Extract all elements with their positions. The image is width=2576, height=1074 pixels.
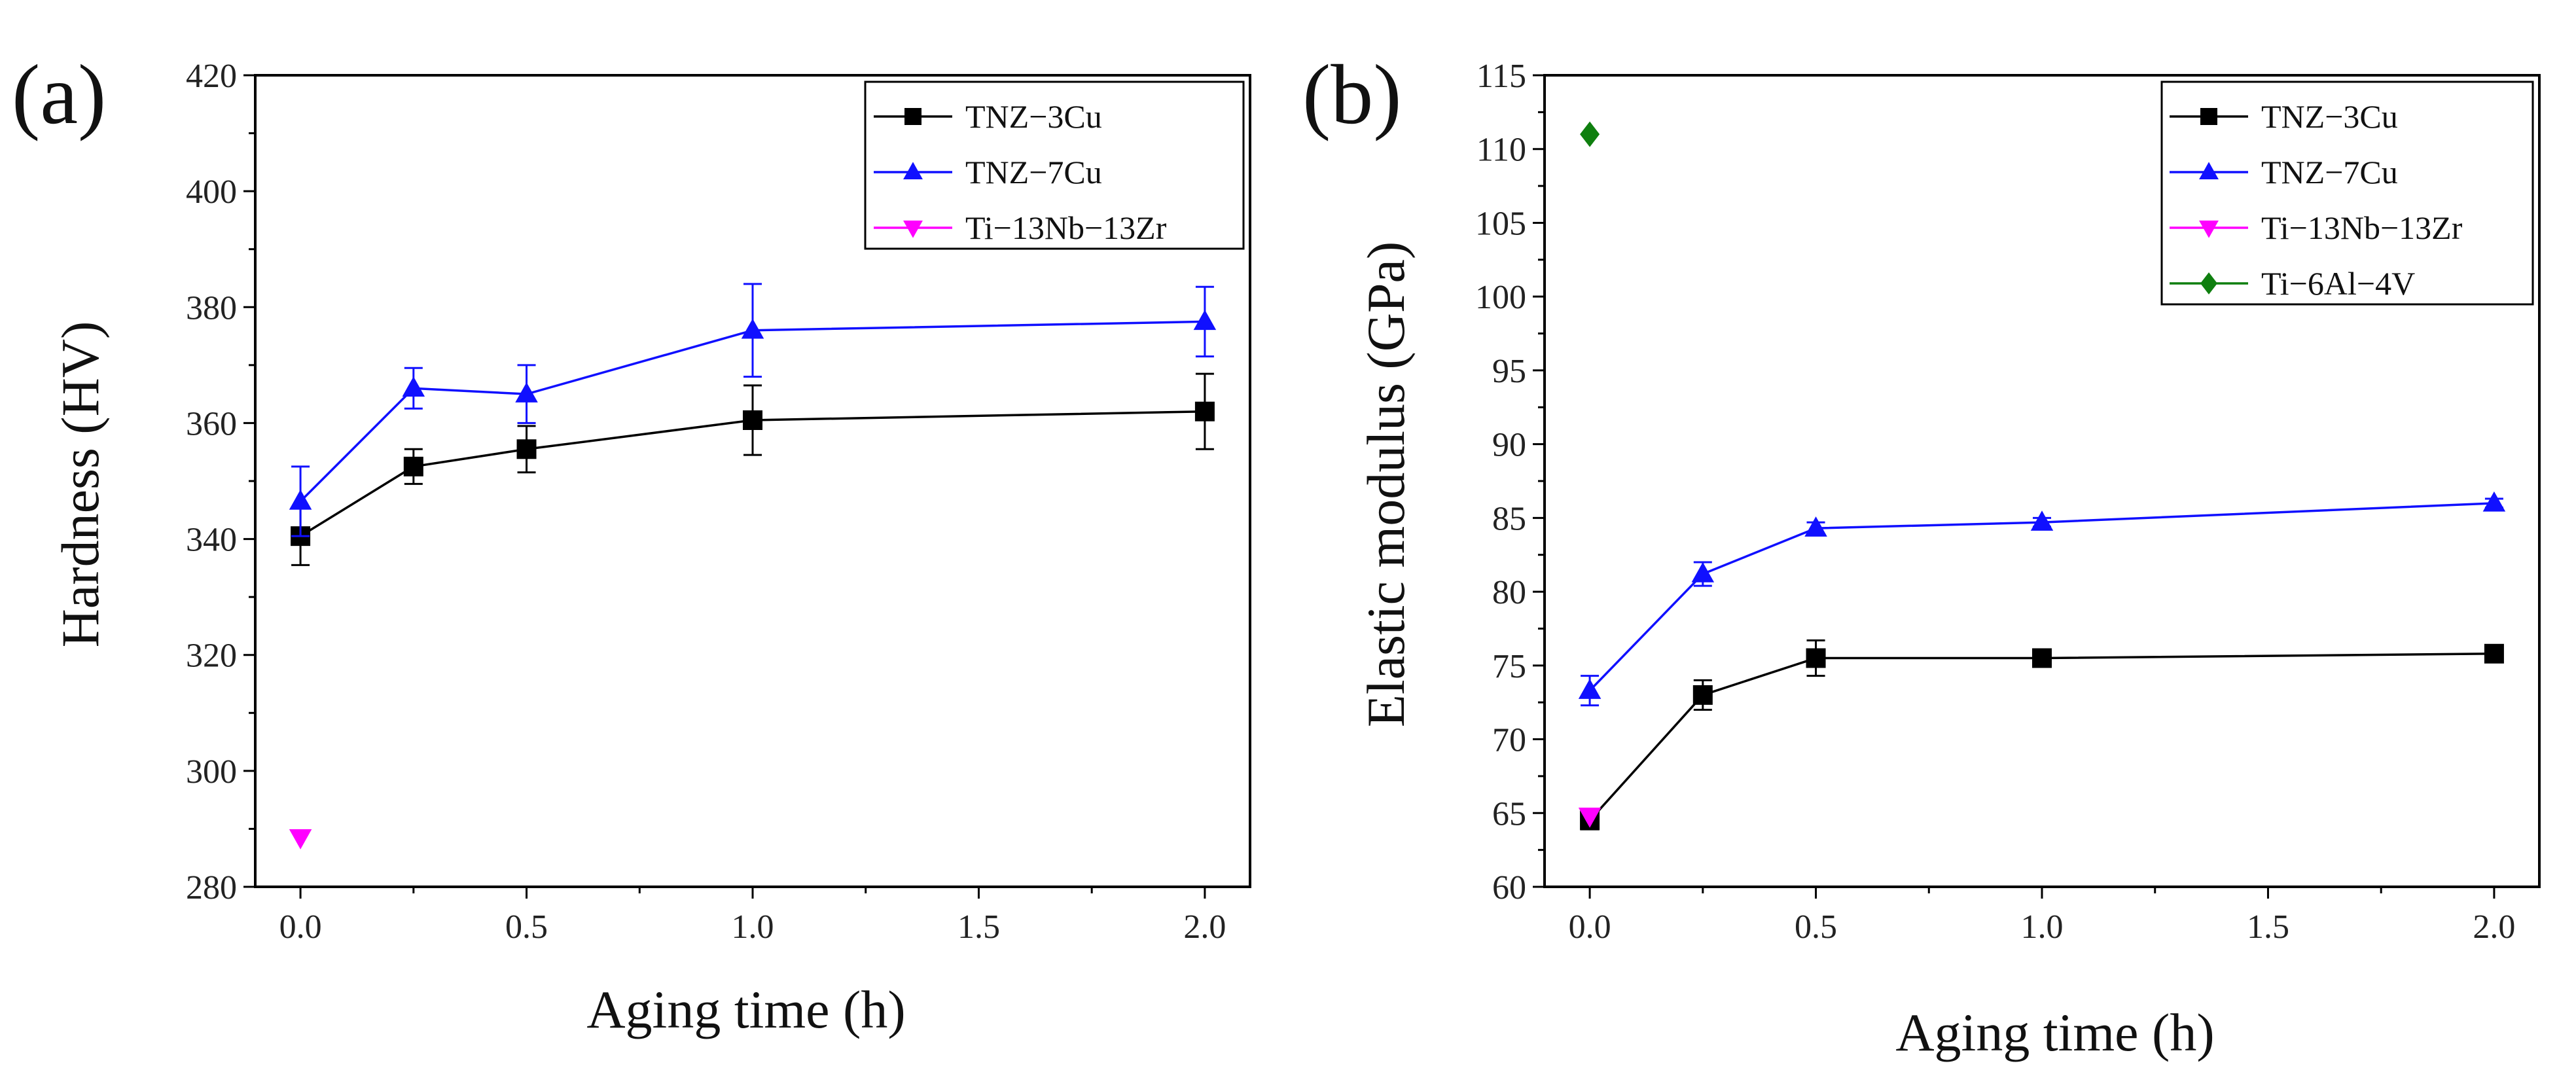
y-tick-label: 340	[186, 522, 237, 559]
legend-marker	[904, 108, 921, 125]
y-tick-label: 60	[1492, 869, 1526, 906]
x-tick-label: 0.0	[279, 908, 322, 946]
legend-entry: Ti−13Nb−13Zr	[965, 209, 1167, 246]
data-point	[2030, 510, 2054, 531]
series-line	[1588, 653, 2494, 821]
legend-entry: TNZ−3Cu	[2261, 98, 2398, 135]
data-point	[1691, 562, 1715, 582]
legend-box-b	[2160, 81, 2534, 306]
x-tick-label: 1.5	[2247, 908, 2289, 946]
y-tick-label: 300	[186, 753, 237, 791]
x-tick-label: 1.0	[2021, 908, 2064, 946]
legend-b: TNZ−3Cu TNZ−7Cu Ti−13Nb−13Zr Ti−6Al−4V	[2160, 81, 2534, 306]
data-point	[1578, 808, 1601, 828]
data-point	[516, 439, 537, 459]
x-tick-label: 0.0	[1569, 908, 1611, 946]
legend-marker	[903, 220, 923, 238]
data-point	[1194, 401, 1215, 421]
data-point	[1580, 121, 1600, 147]
legend-box-a	[864, 81, 1245, 250]
data-point	[1578, 679, 1601, 699]
y-axis-label-a: Hardness (HV)	[50, 321, 110, 648]
legend-marker	[2199, 220, 2219, 238]
data-point	[2484, 643, 2504, 664]
y-tick-label: 115	[1476, 58, 1526, 95]
data-point	[1193, 310, 1217, 331]
y-tick-label: 105	[1475, 205, 1526, 242]
y-tick-label: 280	[186, 869, 237, 906]
y-tick-label: 320	[186, 637, 237, 675]
data-point	[402, 376, 425, 397]
x-tick-label: 0.5	[1795, 908, 1837, 946]
x-axis-label-a: Aging time (h)	[586, 980, 905, 1039]
x-tick-label: 1.0	[732, 908, 774, 946]
y-tick-label: 70	[1492, 722, 1526, 759]
y-tick-label: 80	[1492, 574, 1526, 611]
x-tick-label: 2.0	[1183, 908, 1226, 946]
panel-label-b: (b)	[1302, 48, 1402, 142]
x-tick-label: 1.5	[957, 908, 1000, 946]
legend-marker	[2199, 162, 2219, 180]
y-tick-label: 75	[1492, 648, 1526, 685]
chart-panel-b: (b) Elastic modulus (GPa) Aging time (h)…	[1302, 48, 2541, 1062]
y-tick-label: 380	[186, 289, 237, 327]
legend-marker	[2200, 272, 2217, 295]
y-tick-label: 90	[1492, 427, 1526, 464]
legend-a: TNZ−3Cu TNZ−7Cu Ti−13Nb−13Zr	[864, 81, 1245, 250]
panel-label-a: (a)	[12, 48, 106, 142]
legend-entry: TNZ−3Cu	[965, 98, 1102, 135]
x-axis-label-b: Aging time (h)	[1895, 1003, 2214, 1062]
legend-entry: TNZ−7Cu	[965, 154, 1102, 190]
data-point	[1804, 516, 1827, 537]
y-tick-label: 360	[186, 405, 237, 442]
legend-marker	[903, 162, 923, 180]
legend-entry: TNZ−7Cu	[2261, 154, 2398, 190]
data-point	[1692, 685, 1713, 705]
data-point	[403, 456, 423, 476]
x-tick-label: 2.0	[2473, 908, 2515, 946]
data-point	[743, 410, 762, 430]
y-tick-label: 100	[1475, 279, 1526, 316]
y-tick-label: 420	[186, 58, 237, 95]
data-point	[2482, 491, 2506, 512]
legend-marker	[2200, 108, 2217, 125]
legend-entry: Ti−13Nb−13Zr	[2261, 209, 2463, 246]
data-point	[1806, 648, 1826, 668]
data-point	[289, 829, 312, 850]
y-tick-label: 85	[1492, 500, 1526, 537]
y-axis-label-b: Elastic modulus (GPa)	[1356, 242, 1416, 727]
y-tick-label: 95	[1492, 353, 1526, 390]
y-tick-label: 65	[1492, 795, 1526, 832]
data-point	[289, 490, 312, 510]
data-point	[741, 318, 764, 339]
chart-panel-a: (a) Hardness (HV) Aging time (h) 0.0 0.5 1…	[12, 48, 1251, 1039]
data-point	[515, 382, 538, 403]
y-tick-label: 110	[1476, 132, 1526, 169]
legend-entry: Ti−6Al−4V	[2261, 265, 2415, 302]
data-point	[2032, 648, 2052, 668]
y-tick-label: 400	[186, 173, 237, 211]
x-tick-label: 0.5	[505, 908, 548, 946]
